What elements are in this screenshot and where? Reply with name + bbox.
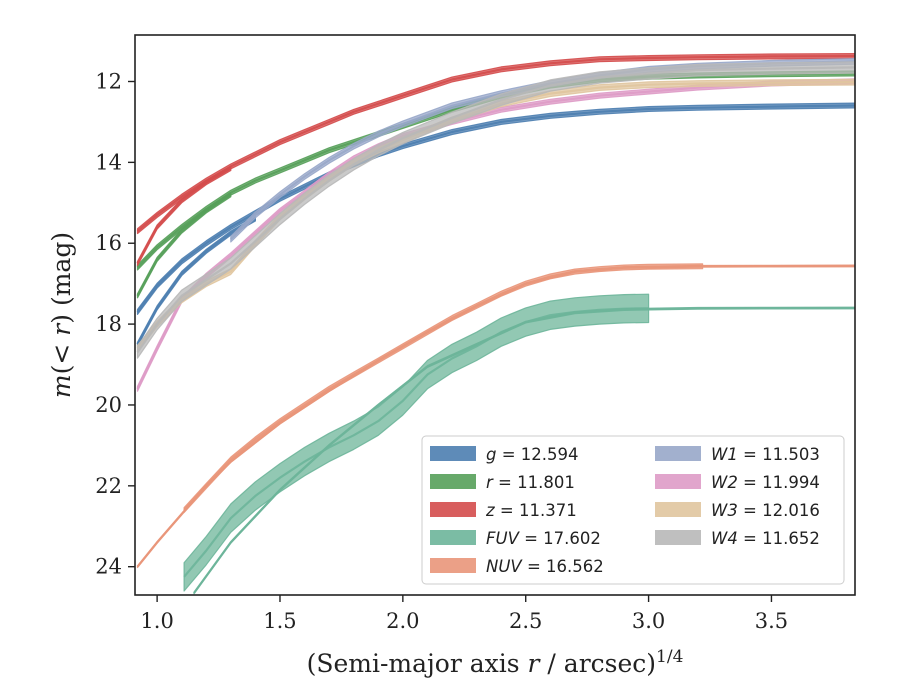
series-line-0 xyxy=(136,104,855,313)
series-line-5 xyxy=(136,167,232,264)
y-axis: 12 14 16 18 20 22 24 xyxy=(95,69,135,579)
y-tick-label-5: 22 xyxy=(95,474,122,498)
legend-swatch-5 xyxy=(655,446,701,461)
x-tick-label-2: 2.0 xyxy=(386,609,419,633)
legend-swatch-7 xyxy=(655,502,701,517)
x-axis: 1.0 1.5 2.0 2.5 3.0 3.5 xyxy=(140,595,788,633)
series-line-3 xyxy=(136,193,232,297)
legend-label-4: NUV = 16.562 xyxy=(486,557,604,576)
y-tick-label-6: 24 xyxy=(95,555,122,579)
series-band-10 xyxy=(230,57,855,243)
y-tick-label-3: 18 xyxy=(95,312,122,336)
x-tick-label-0: 1.0 xyxy=(140,609,173,633)
x-tick-label-1: 1.5 xyxy=(263,609,296,633)
plot-frame xyxy=(134,34,856,596)
legend-box xyxy=(421,435,845,585)
series-line-13 xyxy=(136,66,855,354)
series-band-6 xyxy=(183,293,650,592)
legend-label-3: FUV = 17.602 xyxy=(486,529,601,548)
legend-label-2: z = 11.371 xyxy=(485,501,577,520)
legend-label-7: W3 = 12.016 xyxy=(711,501,820,520)
legend-label-0: g = 12.594 xyxy=(486,445,579,464)
series-band-4 xyxy=(136,52,855,235)
legend-label-8: W4 = 11.652 xyxy=(711,529,820,548)
legend-swatch-1 xyxy=(430,474,476,489)
x-tick-label-5: 3.5 xyxy=(755,609,788,633)
legend-label-1: r = 11.801 xyxy=(486,473,575,492)
y-tick-label-2: 16 xyxy=(95,231,122,255)
legend-swatch-3 xyxy=(430,530,476,545)
x-axis-label: (Semi-major axis r / arcsec)1/4 xyxy=(307,647,684,678)
y-tick-label-1: 14 xyxy=(95,150,122,174)
series-band-0 xyxy=(136,102,855,315)
legend-swatch-8 xyxy=(655,530,701,545)
legend-swatch-2 xyxy=(430,502,476,517)
x-tick-label-3: 2.5 xyxy=(509,609,542,633)
legend-label-5: W1 = 11.503 xyxy=(711,445,820,464)
series-line-1 xyxy=(136,218,256,345)
series-line-9 xyxy=(136,264,855,568)
x-tick-label-4: 3.0 xyxy=(632,609,665,633)
series-line-7 xyxy=(193,306,855,594)
legend-swatch-4 xyxy=(430,558,476,573)
legend-swatch-0 xyxy=(430,446,476,461)
y-axis-label: m(< r) (mag) xyxy=(47,232,76,398)
series-layer xyxy=(136,52,855,595)
legend: g = 12.594 r = 11.801 z = 11.371 FUV = 17.6… xyxy=(421,435,845,585)
legend-label-6: W2 = 11.994 xyxy=(711,473,820,492)
y-tick-label-0: 12 xyxy=(95,69,122,93)
series-band-13 xyxy=(136,61,855,359)
y-tick-label-4: 20 xyxy=(95,393,122,417)
legend-swatch-6 xyxy=(655,474,701,489)
